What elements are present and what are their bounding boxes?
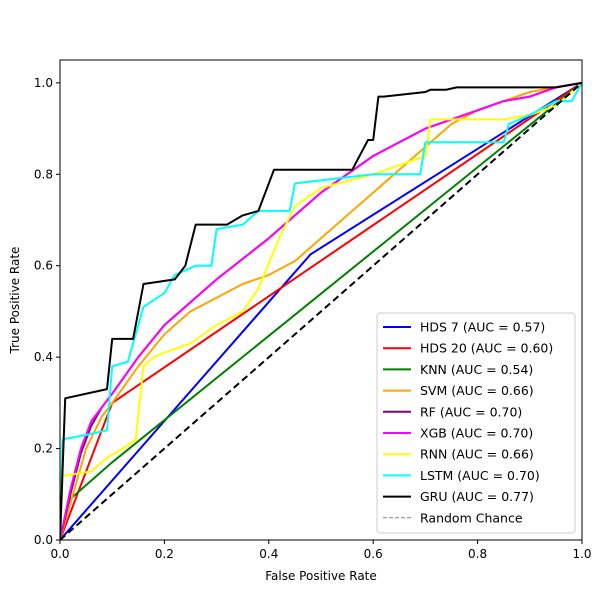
legend-label: HDS 7 (AUC = 0.57) xyxy=(420,320,545,335)
legend-label: RNN (AUC = 0.66) xyxy=(420,447,534,462)
legend-label: XGB (AUC = 0.70) xyxy=(420,426,533,441)
legend-label: SVM (AUC = 0.66) xyxy=(420,383,534,398)
x-tick-label: 0.2 xyxy=(155,547,174,561)
x-tick-label: 0.6 xyxy=(364,547,383,561)
legend-label: LSTM (AUC = 0.70) xyxy=(420,468,540,483)
roc-line-gru xyxy=(60,81,582,540)
x-tick-label: 0.0 xyxy=(50,547,69,561)
plot-frame xyxy=(59,59,583,541)
plot-area xyxy=(60,81,582,540)
roc-line-hds-7 xyxy=(60,82,582,540)
roc-line-xgb xyxy=(60,81,582,540)
y-tick-label: 0.2 xyxy=(34,442,53,456)
x-tick-label: 1.0 xyxy=(572,547,591,561)
x-tick-label: 0.4 xyxy=(259,547,278,561)
ticks-layer: 0.0 0.2 0.4 0.6 0.8 1.0 0.0 0.2 0.4 0.6 0.8 1.0 xyxy=(34,76,592,561)
y-tick-label: 0.8 xyxy=(34,167,53,181)
series-layer xyxy=(60,81,582,540)
legend-box xyxy=(376,312,576,534)
roc-line-rnn xyxy=(60,82,582,540)
x-axis-label: False Positive Rate xyxy=(265,569,377,583)
y-tick-label: 0.0 xyxy=(34,533,53,547)
legend-label: KNN (AUC = 0.54) xyxy=(420,362,533,377)
legend-label: RF (AUC = 0.70) xyxy=(420,404,522,419)
random-chance-line xyxy=(60,82,582,540)
roc-line-lstm xyxy=(60,82,582,540)
legend-label: Random Chance xyxy=(420,510,523,525)
y-tick-label: 0.6 xyxy=(34,259,53,273)
legend: HDS 7 (AUC = 0.57) HDS 20 (AUC = 0.60) KNN… xyxy=(376,312,576,534)
y-tick-label: 0.4 xyxy=(34,350,53,364)
legend-label: GRU (AUC = 0.77) xyxy=(420,489,534,504)
legend-label: HDS 20 (AUC = 0.60) xyxy=(420,341,553,356)
x-tick-label: 0.8 xyxy=(468,547,487,561)
y-axis-label: True Positive Rate xyxy=(8,247,22,355)
y-tick-label: 1.0 xyxy=(34,76,53,90)
